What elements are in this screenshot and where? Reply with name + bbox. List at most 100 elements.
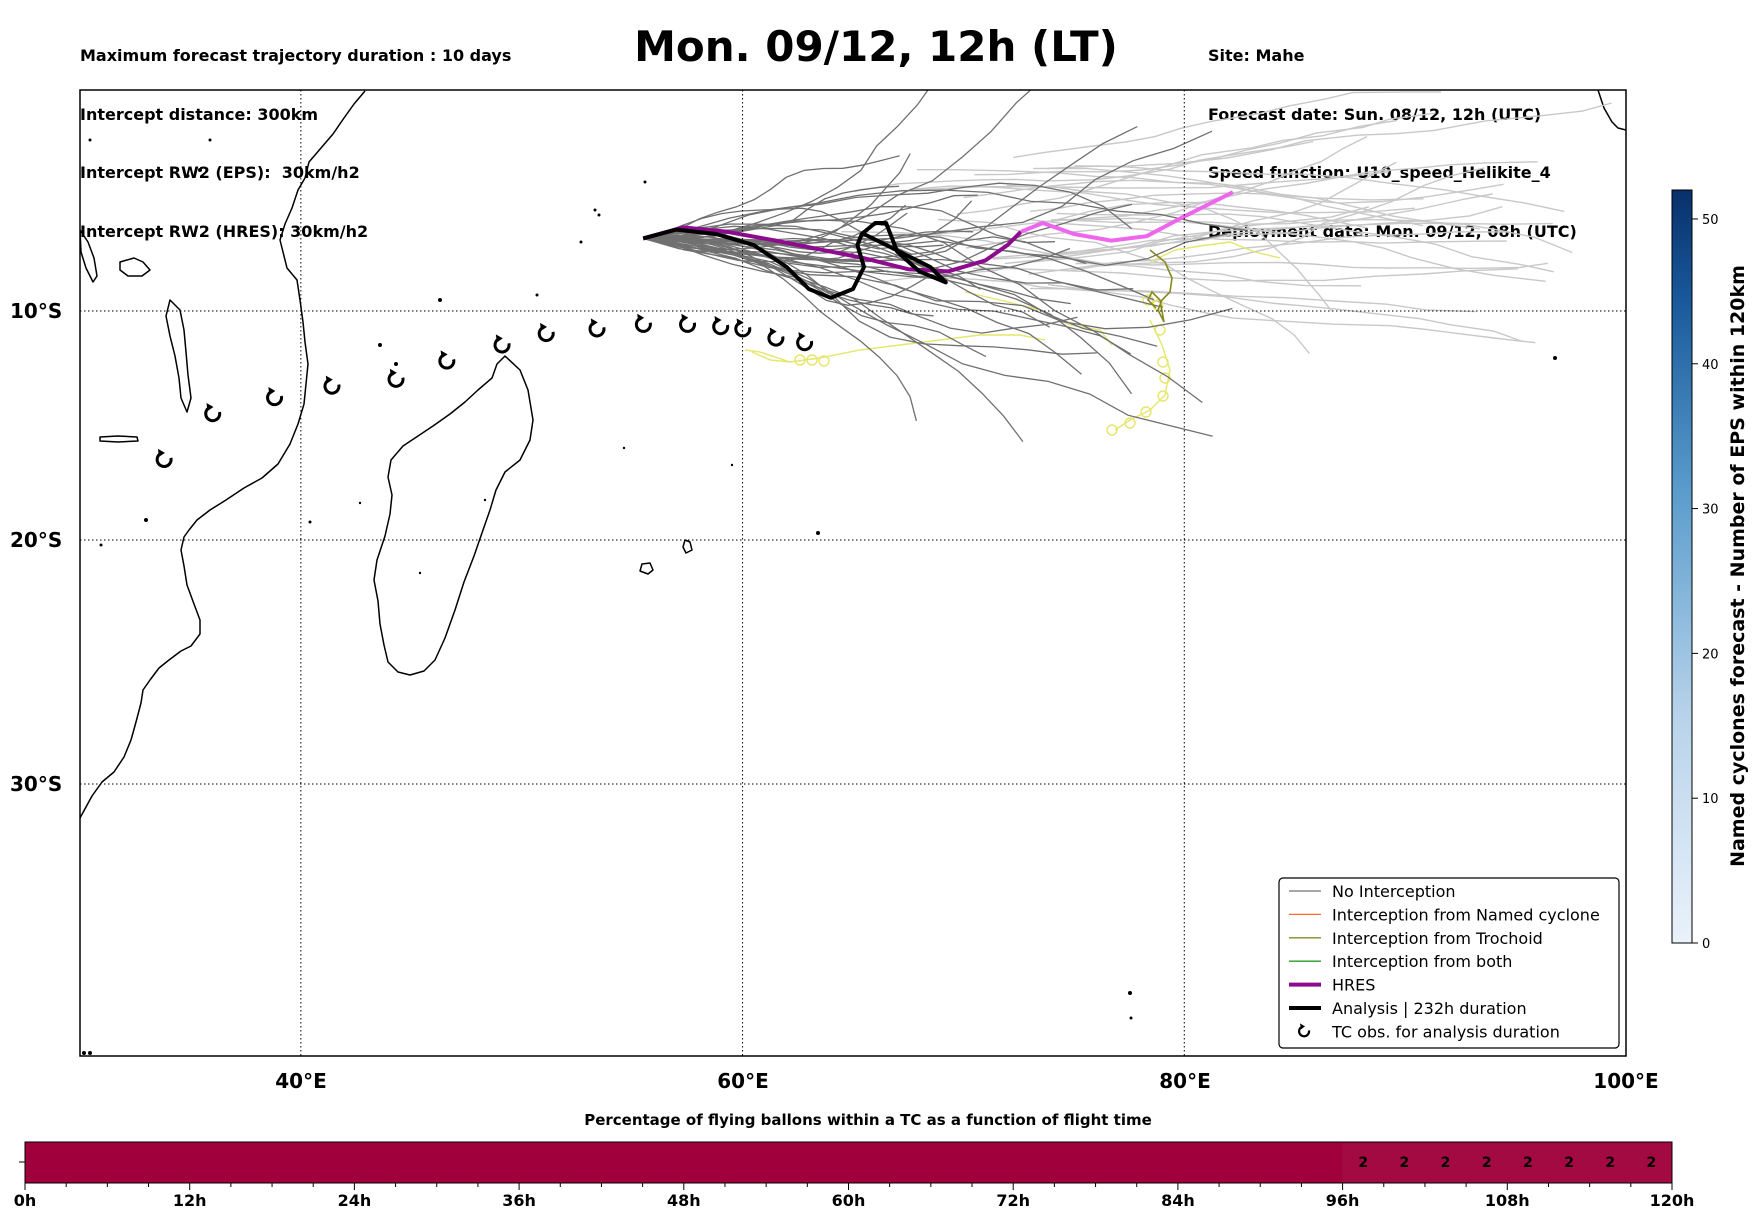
legend: No Interception Interception from Named c… — [1278, 877, 1620, 1049]
reunion-island — [639, 562, 654, 575]
eps-trajectory — [1037, 161, 1538, 223]
bar-raised-section — [1342, 1142, 1672, 1183]
eps-trajectory — [992, 161, 1397, 260]
lat-label: 10°S — [10, 299, 62, 323]
lake-tanganyika — [80, 229, 98, 283]
tc-obs-icon — [1298, 1025, 1311, 1038]
bar-cell-value: 2 — [1647, 1155, 1657, 1171]
eps-trajectory — [751, 351, 791, 363]
bar-tick-label: 24h — [338, 1191, 372, 1210]
legend-label: Interception from both — [1332, 952, 1512, 971]
africa-coastline — [80, 90, 366, 819]
legend-item: Interception from Trochoid — [1289, 929, 1543, 948]
eps-trajectory — [965, 135, 1368, 249]
eps-trajectory — [1013, 91, 1441, 159]
tc-obs-arrow — [206, 403, 214, 412]
legend-item: Interception from Named cyclone — [1289, 905, 1600, 924]
bar-tick-label: 48h — [667, 1191, 701, 1210]
eps-trajectory — [643, 237, 1078, 334]
legend-item: TC obs. for analysis duration — [1298, 1022, 1560, 1041]
colorbar-title: Named cyclones forecast - Number of EPS … — [1727, 265, 1749, 867]
mauritius-island — [682, 539, 693, 554]
lon-labels: 40°E 60°E 80°E 100°E — [275, 1069, 1658, 1093]
bar-cell-value: 2 — [1605, 1155, 1615, 1171]
eps-trajectory — [1027, 206, 1503, 258]
colorbar: 0 10 20 30 40 50 Named cyclones forecast - Nu… — [1671, 189, 1749, 952]
info-line: Intercept distance: 300km — [80, 104, 319, 124]
bar-tick-label: 12h — [173, 1191, 207, 1210]
tc-obs-arrow — [681, 313, 689, 322]
eps-loop — [1157, 390, 1169, 402]
eps-trajectory — [1004, 222, 1553, 265]
tc-obs-arrow — [268, 387, 276, 396]
lon-label: 80°E — [1159, 1069, 1211, 1093]
eps-trajectory — [643, 234, 1155, 301]
analysis-trajectory — [642, 221, 948, 300]
tc-obs-arrow — [440, 350, 448, 359]
eps-trajectory — [643, 130, 1213, 244]
eps-trajectory — [973, 267, 1518, 282]
legend-label: TC obs. for analysis duration — [1331, 1022, 1560, 1041]
bar-tick-label: 72h — [996, 1191, 1030, 1210]
coastlines — [80, 90, 1626, 819]
lake-malawi — [165, 299, 192, 413]
info-line: Intercept RW2 (EPS): 30km/h2 — [80, 163, 360, 182]
legend-label: HRES — [1332, 976, 1375, 995]
tc-obs-arrow — [495, 334, 503, 343]
eps-trajectory — [643, 237, 918, 422]
eps-trajectory — [643, 182, 1133, 240]
eps-trajectory — [1074, 102, 1612, 168]
tc-observations — [155, 313, 814, 468]
tc-obs-arrow — [637, 313, 645, 322]
eps-loop — [1157, 356, 1169, 368]
eps-trajectory — [909, 185, 1415, 214]
eps-trajectory — [1075, 261, 1548, 270]
bar-cell-value: 2 — [1399, 1155, 1409, 1171]
map-area — [80, 90, 1626, 1056]
lat-label: 20°S — [10, 528, 62, 552]
hres-trajectory-late — [1020, 190, 1234, 243]
eps-trajectory — [643, 237, 987, 358]
eps-trajectory — [1028, 218, 1507, 244]
legend-label: No Interception — [1332, 882, 1456, 901]
eps-trajectory — [1067, 167, 1485, 272]
eps-trajectory — [744, 334, 1046, 363]
tc-obs-arrow — [769, 327, 777, 336]
eps-loop — [1124, 417, 1136, 429]
eps-trajectory — [643, 237, 1071, 277]
eps-trajectory — [643, 237, 931, 306]
legend-item: No Interception — [1289, 882, 1456, 901]
bar-tick-label: 84h — [1161, 1191, 1195, 1210]
lake-victoria — [119, 257, 151, 277]
bar-cell-value: 2 — [1523, 1155, 1533, 1171]
tc-obs-arrow — [590, 318, 598, 327]
eps-trajectory — [643, 237, 1132, 355]
tc-obs-arrow — [157, 448, 165, 457]
bar-tick-label: 36h — [502, 1191, 536, 1210]
eps-trajectory — [643, 225, 1051, 328]
eps-trajectory — [1030, 287, 1523, 343]
colorbar-tick-label: 0 — [1702, 937, 1710, 952]
legend-item: Analysis | 232h duration — [1289, 999, 1527, 1018]
eps-loop — [806, 354, 818, 366]
eps-trajectory — [1051, 217, 1546, 282]
australia-edge — [1597, 90, 1626, 131]
map-frame — [79, 89, 1627, 1057]
info-line: Intercept RW2 (HRES): 30km/h2 — [80, 221, 369, 241]
eps-trajectories-far — [841, 91, 1612, 354]
eps-trajectory — [1033, 167, 1504, 204]
bar-cell-value: 2 — [1441, 1155, 1451, 1171]
bar-cell-value: 2 — [1482, 1155, 1492, 1171]
eps-trajectory — [643, 237, 1024, 442]
tc-obs-arrow — [798, 332, 806, 341]
eps-trajectory — [643, 155, 900, 240]
info-line: Site: Mahe — [1208, 46, 1305, 65]
legend-label: Interception from Named cyclone — [1332, 905, 1600, 924]
colorbar-tick-label: 10 — [1702, 792, 1719, 807]
tc-obs-arrow — [714, 316, 722, 325]
page-title: Mon. 09/12, 12h (LT) — [634, 22, 1118, 71]
tc-obs-arrow — [736, 318, 744, 327]
eps-trajectory — [1114, 319, 1171, 431]
eps-trajectory — [1047, 283, 1536, 344]
